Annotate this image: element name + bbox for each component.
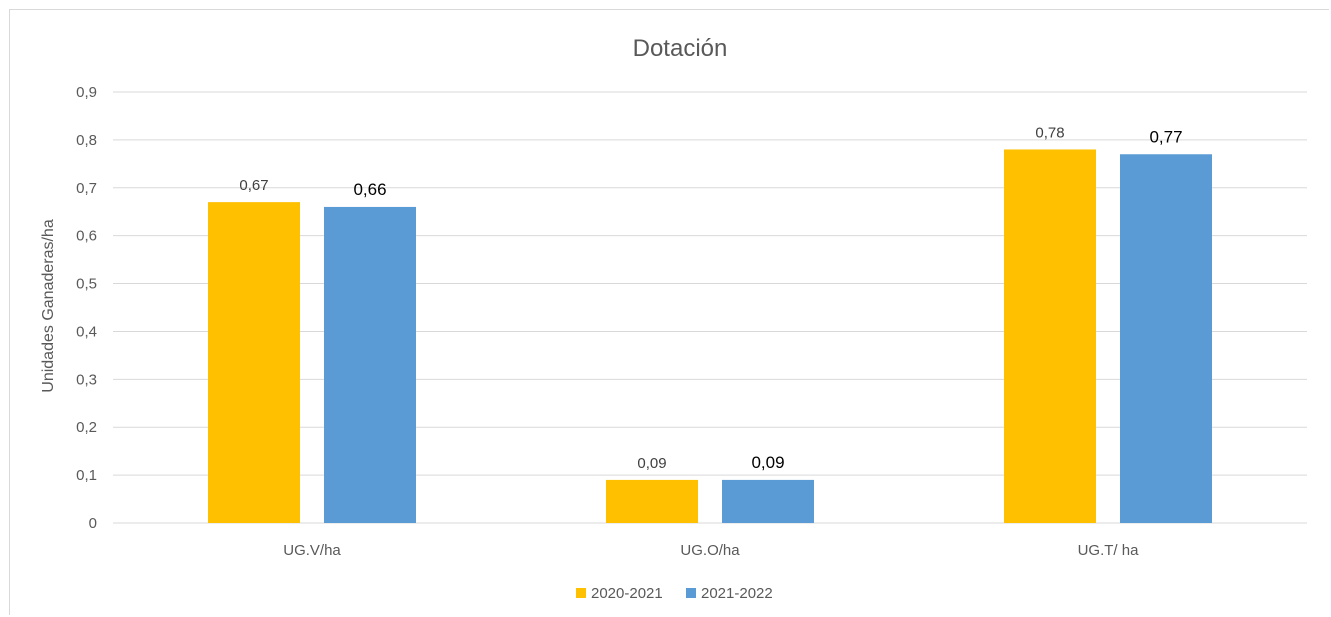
y-axis-title: Unidades Ganaderas/ha xyxy=(40,219,57,393)
legend-label: 2020-2021 xyxy=(591,585,663,602)
data-label: 0,77 xyxy=(1149,127,1182,146)
y-tick-label: 0,7 xyxy=(76,180,97,197)
data-label: 0,09 xyxy=(751,453,784,472)
data-label: 0,67 xyxy=(239,177,268,194)
chart-title: Dotación xyxy=(633,35,728,62)
data-label: 0,09 xyxy=(637,455,666,472)
legend-swatch xyxy=(686,588,696,598)
y-tick-label: 0,4 xyxy=(76,323,97,340)
bar xyxy=(1120,154,1212,523)
y-tick-label: 0,6 xyxy=(76,228,97,245)
data-labels: 0,67 0,66 0,09 0,09 0,78 0,77 xyxy=(239,124,1182,471)
legend-label: 2021-2022 xyxy=(701,585,773,602)
bar xyxy=(606,479,698,523)
legend: 2020-2021 2021-2022 xyxy=(576,585,773,602)
bar xyxy=(324,206,416,523)
data-label: 0,66 xyxy=(353,180,386,199)
gridlines xyxy=(113,91,1307,524)
legend-swatch xyxy=(576,588,586,598)
x-tick-label: UG.T/ ha xyxy=(1078,542,1140,559)
x-axis-ticks: UG.V/ha UG.O/ha UG.T/ ha xyxy=(283,542,1139,559)
y-tick-label: 0,3 xyxy=(76,371,97,388)
y-tick-label: 0,5 xyxy=(76,276,97,293)
bars xyxy=(208,149,1212,523)
y-axis-ticks: 0 0,1 0,2 0,3 0,4 0,5 0,6 0,7 0,8 0,9 xyxy=(76,84,97,532)
data-label: 0,78 xyxy=(1035,124,1064,141)
bar xyxy=(1004,149,1096,523)
x-tick-label: UG.O/ha xyxy=(680,542,740,559)
y-tick-label: 0,9 xyxy=(76,84,97,101)
y-tick-label: 0,2 xyxy=(76,419,97,436)
bar xyxy=(208,202,300,523)
y-tick-label: 0,8 xyxy=(76,132,97,149)
y-tick-label: 0,1 xyxy=(76,467,97,484)
x-tick-label: UG.V/ha xyxy=(283,542,341,559)
bar xyxy=(722,479,814,523)
y-tick-label: 0 xyxy=(89,515,97,532)
